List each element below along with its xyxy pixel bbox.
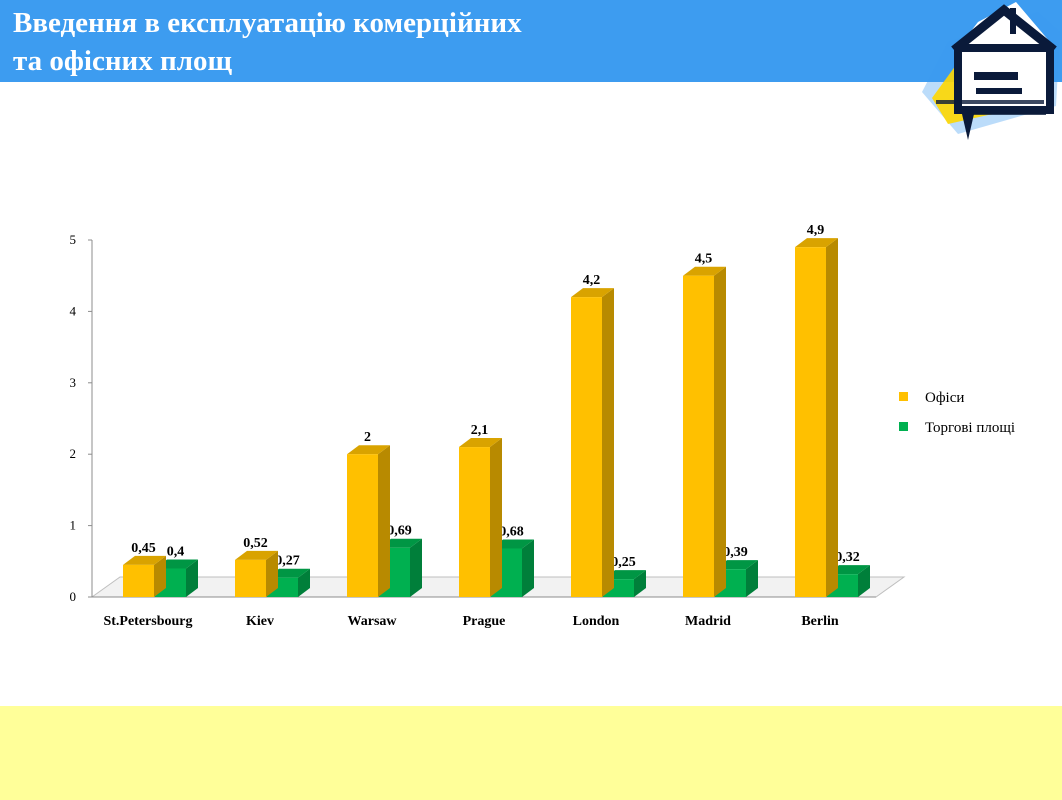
data-label: 2,1 bbox=[471, 423, 489, 438]
bar-office-top bbox=[683, 266, 726, 276]
y-tick-label: 1 bbox=[70, 518, 77, 533]
category-label: Prague bbox=[463, 614, 506, 629]
y-tick-label: 2 bbox=[70, 446, 77, 461]
bar-trade-side bbox=[410, 538, 422, 597]
category-label: Berlin bbox=[801, 614, 839, 629]
data-label: 2 bbox=[364, 430, 371, 445]
bar-office-top bbox=[571, 288, 614, 298]
bar-office bbox=[235, 559, 266, 597]
bar-trade-side bbox=[522, 539, 534, 597]
bar-office bbox=[795, 247, 826, 597]
bar-office-side bbox=[602, 288, 614, 597]
data-label: 0,27 bbox=[275, 554, 300, 569]
data-label: 4,9 bbox=[807, 223, 825, 238]
header-bar: Введення в експлуатацію комерційних та о… bbox=[0, 0, 1062, 82]
data-label: 0,69 bbox=[387, 524, 412, 539]
house-logo-icon bbox=[922, 2, 1060, 140]
bar-office-side bbox=[154, 555, 166, 597]
bar-office-top bbox=[795, 238, 838, 248]
y-tick-label: 5 bbox=[70, 232, 77, 247]
data-label: 0,4 bbox=[167, 544, 185, 559]
data-label: 0,45 bbox=[131, 541, 156, 556]
legend-label: Торгові площі bbox=[925, 420, 1015, 436]
bar-office-side bbox=[714, 266, 726, 597]
footer-band bbox=[0, 706, 1062, 800]
category-label: Kiev bbox=[246, 614, 274, 629]
category-label: Warsaw bbox=[348, 614, 398, 629]
page-title: Введення в експлуатацію комерційних та о… bbox=[13, 4, 522, 80]
bar-office bbox=[571, 297, 602, 597]
category-label: Madrid bbox=[685, 614, 731, 629]
data-label: 4,2 bbox=[583, 273, 601, 288]
legend-label: Офіси bbox=[925, 390, 964, 406]
category-label: St.Petersbourg bbox=[103, 614, 192, 629]
data-label: 0,39 bbox=[723, 545, 748, 560]
data-label: 0,68 bbox=[499, 524, 524, 539]
bar-trade-side bbox=[298, 568, 310, 597]
data-label: 0,32 bbox=[835, 550, 860, 565]
y-tick-label: 4 bbox=[70, 303, 77, 318]
y-tick-label: 3 bbox=[70, 375, 77, 390]
bar-trade-side bbox=[186, 559, 198, 597]
title-line-2: та офісних площ bbox=[13, 45, 232, 77]
bar-office-side bbox=[266, 550, 278, 597]
bar-office-side bbox=[490, 438, 502, 597]
data-label: 0,25 bbox=[611, 555, 636, 570]
legend-swatch bbox=[899, 392, 908, 401]
data-label: 0,52 bbox=[243, 536, 268, 551]
data-label: 4,5 bbox=[695, 252, 713, 267]
bar-office-top bbox=[347, 445, 390, 455]
bar-office-top bbox=[123, 555, 166, 565]
bar-office bbox=[683, 275, 714, 597]
bar-office-top bbox=[459, 438, 502, 448]
bar-office bbox=[347, 454, 378, 597]
bar-trade-side bbox=[634, 570, 646, 597]
y-tick-label: 0 bbox=[70, 589, 77, 604]
bar-trade-side bbox=[746, 560, 758, 597]
category-label: London bbox=[573, 614, 620, 629]
title-line-1: Введення в експлуатацію комерційних bbox=[13, 7, 522, 39]
bar-trade-side bbox=[858, 565, 870, 597]
legend-swatch bbox=[899, 422, 908, 431]
bar-office-top bbox=[235, 550, 278, 560]
bar-office bbox=[459, 447, 490, 597]
bar-office-side bbox=[378, 445, 390, 597]
bar-office-side bbox=[826, 238, 838, 597]
bar-office bbox=[123, 564, 154, 597]
